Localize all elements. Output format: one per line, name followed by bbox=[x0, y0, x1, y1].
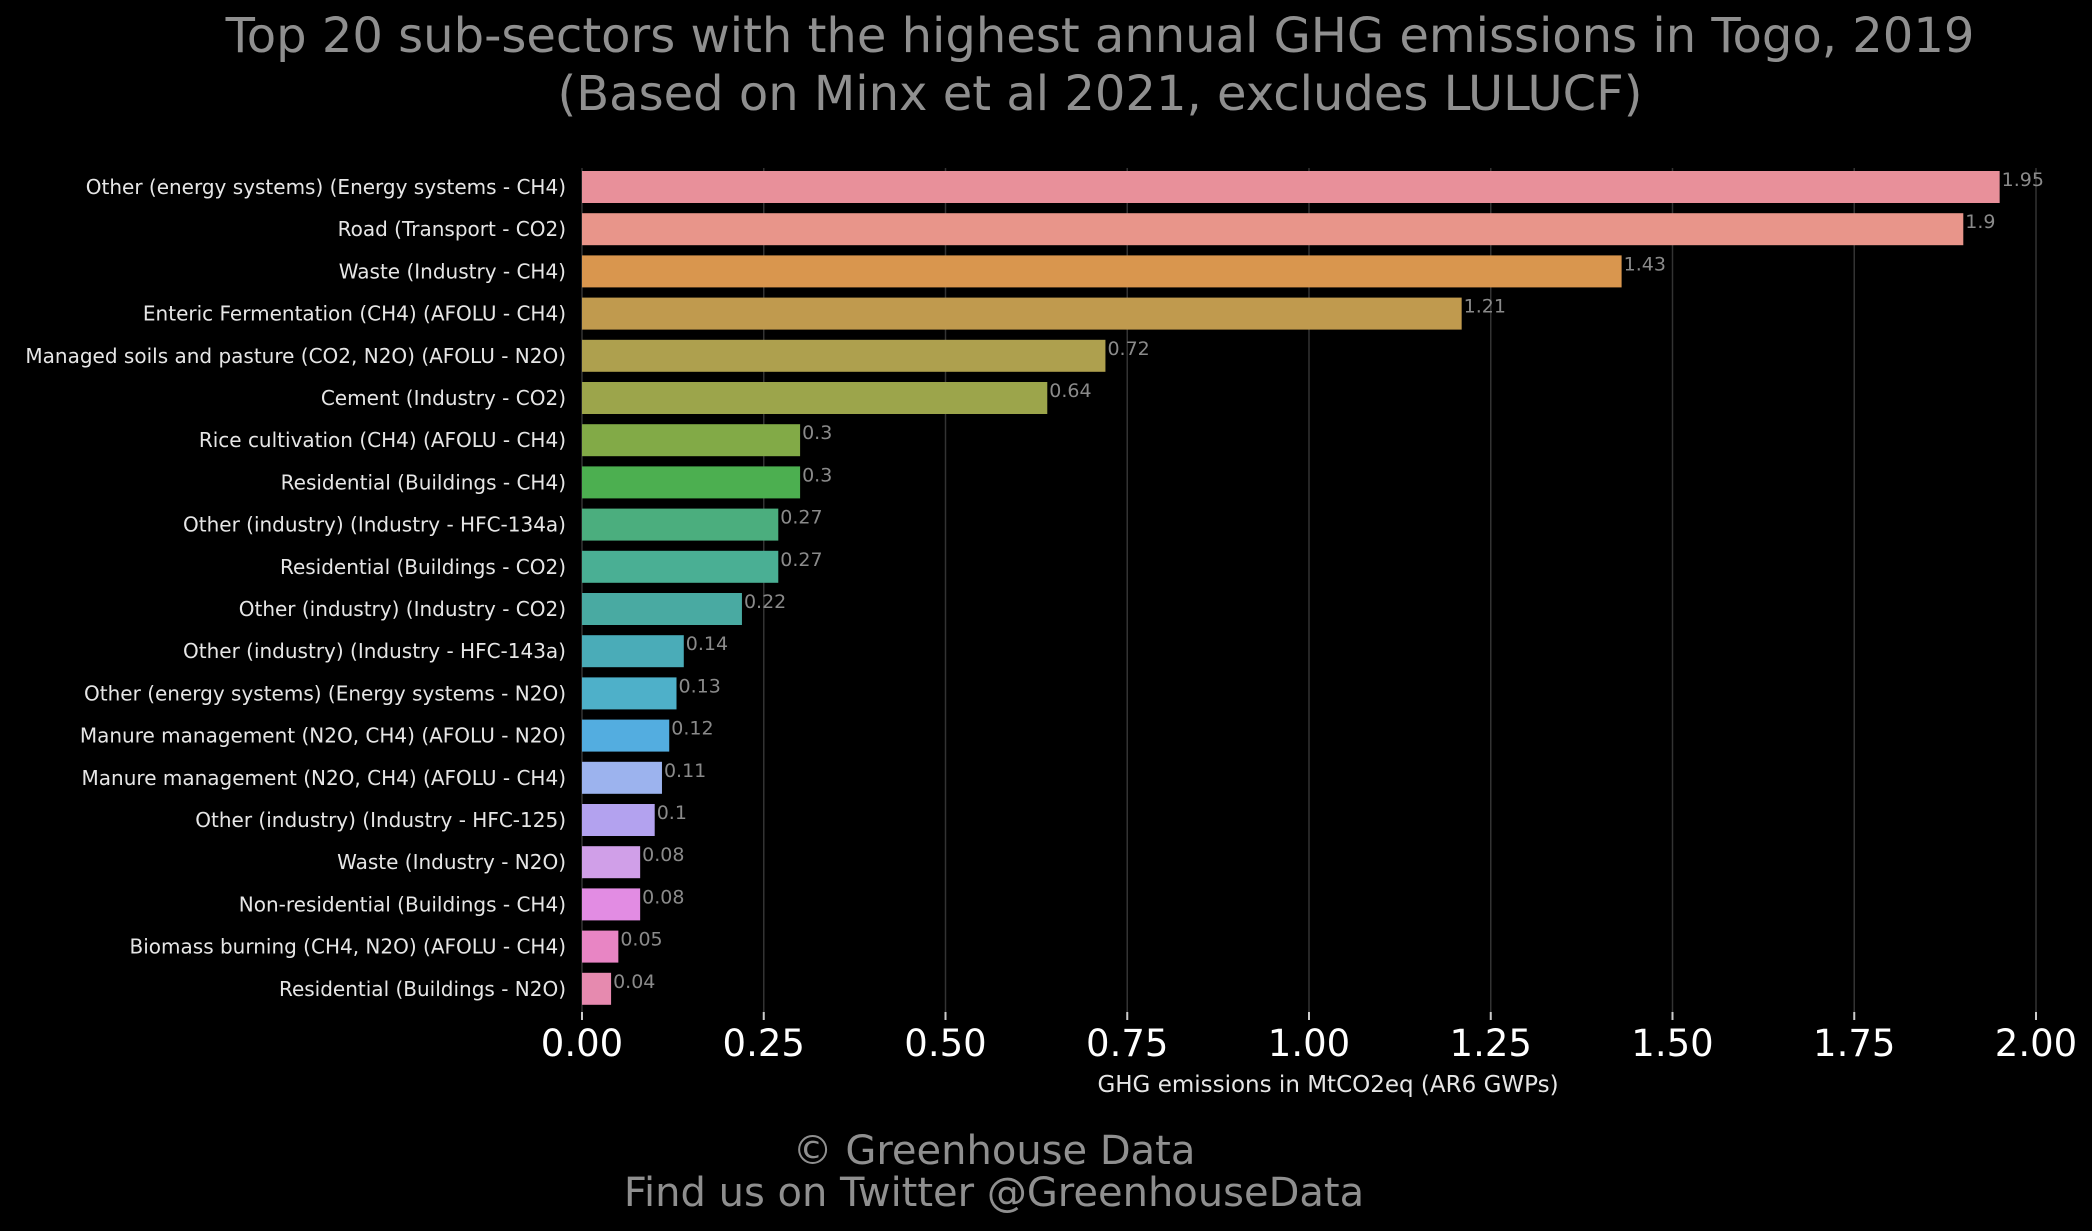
data-label: 1.43 bbox=[1624, 253, 1666, 275]
category-label: Manure management (N2O, CH4) (AFOLU - CH… bbox=[82, 766, 566, 790]
data-label: 0.27 bbox=[780, 549, 822, 571]
bar bbox=[582, 424, 801, 457]
x-axis-ticks: 0.00 0.25 0.50 0.75 1.00 1.25 1.50 1.75 2.00 bbox=[541, 1012, 2077, 1065]
category-label: Waste (Industry - N2O) bbox=[337, 850, 566, 874]
data-label: 0.72 bbox=[1107, 338, 1149, 360]
bar bbox=[582, 382, 1048, 414]
bar bbox=[582, 508, 779, 541]
bar bbox=[582, 804, 655, 836]
category-label: Non-residential (Buildings - CH4) bbox=[239, 892, 566, 916]
x-tick-label: 0.50 bbox=[904, 1022, 986, 1065]
x-tick-label: 1.75 bbox=[1813, 1022, 1895, 1065]
bar bbox=[582, 550, 779, 583]
data-label: 1.95 bbox=[2002, 169, 2044, 191]
category-label: Cement (Industry - CO2) bbox=[321, 386, 566, 410]
data-label: 0.14 bbox=[686, 633, 728, 655]
x-tick-label: 1.25 bbox=[1450, 1022, 1532, 1065]
data-label: 0.3 bbox=[802, 422, 832, 444]
data-label: 0.08 bbox=[642, 886, 684, 908]
data-label: 0.12 bbox=[671, 718, 713, 740]
data-label: 0.3 bbox=[802, 464, 832, 486]
grid-lines bbox=[581, 168, 2037, 1012]
footer-twitter: Find us on Twitter @GreenhouseData bbox=[624, 1170, 1364, 1216]
category-labels: Other (energy systems) (Energy systems -… bbox=[25, 175, 566, 1001]
category-label: Other (industry) (Industry - HFC-125) bbox=[195, 808, 566, 832]
category-label: Biomass burning (CH4, N2O) (AFOLU - CH4) bbox=[130, 935, 566, 959]
bar bbox=[582, 213, 1964, 246]
category-label: Other (energy systems) (Energy systems -… bbox=[86, 175, 566, 199]
x-axis-label: GHG emissions in MtCO2eq (AR6 GWPs) bbox=[1097, 1072, 1558, 1098]
data-label: 0.22 bbox=[744, 591, 786, 613]
bar bbox=[582, 888, 641, 921]
bar bbox=[582, 171, 2000, 203]
x-tick-label: 1.50 bbox=[1631, 1022, 1713, 1065]
category-label: Other (energy systems) (Energy systems -… bbox=[84, 681, 566, 705]
value-labels: 1.95 1.9 1.43 1.21 0.72 0.64 0.3 0.3 0.27 0.27 0.2… bbox=[613, 169, 2044, 993]
category-label: Waste (Industry - CH4) bbox=[339, 259, 566, 283]
category-label: Rice cultivation (CH4) (AFOLU - CH4) bbox=[199, 428, 566, 452]
bar bbox=[582, 719, 670, 752]
data-label: 0.08 bbox=[642, 844, 684, 866]
data-label: 1.21 bbox=[1464, 296, 1506, 318]
data-label: 0.11 bbox=[664, 760, 706, 782]
bar bbox=[582, 339, 1106, 372]
bar bbox=[582, 255, 1622, 288]
bar bbox=[582, 761, 662, 794]
footer-copyright: © Greenhouse Data bbox=[793, 1128, 1196, 1174]
x-tick-label: 2.00 bbox=[1995, 1022, 2077, 1065]
category-label: Managed soils and pasture (CO2, N2O) (AF… bbox=[25, 344, 566, 368]
x-tick-label: 0.00 bbox=[541, 1022, 623, 1065]
category-label: Other (industry) (Industry - CO2) bbox=[239, 597, 566, 621]
category-label: Enteric Fermentation (CH4) (AFOLU - CH4) bbox=[143, 302, 566, 326]
category-label: Residential (Buildings - CH4) bbox=[281, 470, 566, 494]
category-label: Residential (Buildings - N2O) bbox=[279, 977, 566, 1001]
bars bbox=[582, 171, 2000, 1005]
data-label: 0.27 bbox=[780, 507, 822, 529]
bar bbox=[582, 972, 612, 1005]
data-label: 0.04 bbox=[613, 971, 655, 993]
category-label: Other (industry) (Industry - HFC-143a) bbox=[183, 639, 566, 663]
bar bbox=[582, 297, 1462, 330]
chart-title: Top 20 sub-sectors with the highest annu… bbox=[225, 8, 1975, 64]
category-label: Manure management (N2O, CH4) (AFOLU - N2… bbox=[80, 724, 566, 748]
category-label: Other (industry) (Industry - HFC-134a) bbox=[183, 513, 566, 537]
chart-subtitle: (Based on Minx et al 2021, excludes LULU… bbox=[558, 66, 1643, 122]
bar bbox=[582, 635, 684, 668]
data-label: 1.9 bbox=[1965, 211, 1995, 233]
bar bbox=[582, 466, 801, 499]
data-label: 0.1 bbox=[657, 802, 687, 824]
category-label: Residential (Buildings - CO2) bbox=[280, 555, 566, 579]
x-tick-label: 0.25 bbox=[723, 1022, 805, 1065]
bar bbox=[582, 930, 619, 963]
category-label: Road (Transport - CO2) bbox=[338, 217, 566, 241]
x-tick-label: 1.00 bbox=[1268, 1022, 1350, 1065]
data-label: 0.05 bbox=[620, 929, 662, 951]
data-label: 0.64 bbox=[1049, 380, 1091, 402]
bar bbox=[582, 677, 677, 710]
data-label: 0.13 bbox=[679, 675, 721, 697]
bar bbox=[582, 593, 742, 625]
x-tick-label: 0.75 bbox=[1086, 1022, 1168, 1065]
bar bbox=[582, 846, 641, 879]
